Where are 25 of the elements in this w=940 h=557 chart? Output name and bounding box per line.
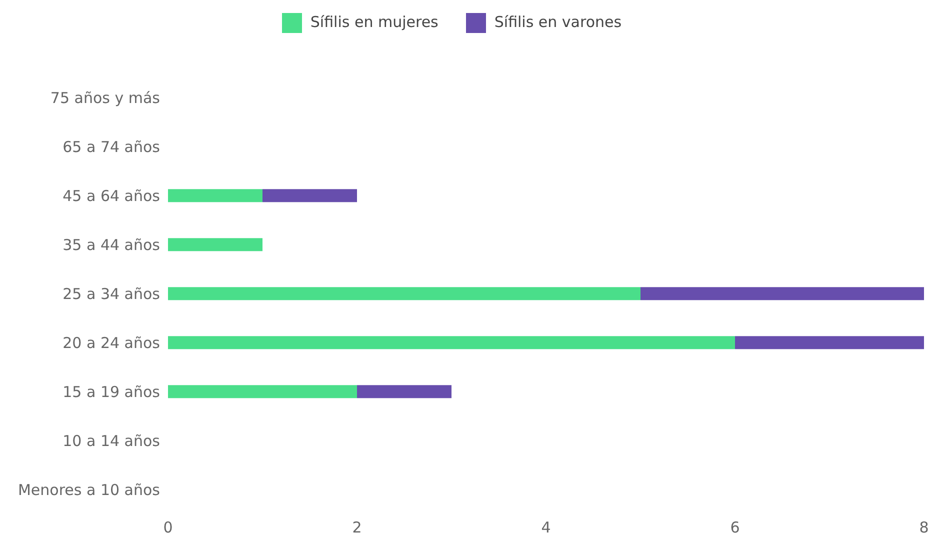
bar bbox=[168, 336, 735, 350]
bar bbox=[640, 287, 924, 300]
y-tick-label: 10 a 14 años bbox=[62, 432, 160, 450]
legend-label: Sífilis en varones bbox=[494, 13, 622, 32]
y-tick-label: 25 a 34 años bbox=[62, 284, 160, 303]
legend-label: Sífilis en mujeres bbox=[310, 13, 438, 32]
y-tick-label: 20 a 24 años bbox=[62, 334, 160, 352]
y-tick-label: 75 años y más bbox=[50, 88, 160, 107]
x-tick-label: 0 bbox=[163, 518, 173, 537]
x-tick-label: 8 bbox=[919, 518, 929, 537]
x-tick-label: 6 bbox=[730, 518, 740, 537]
bar bbox=[735, 336, 924, 350]
y-tick-label: 65 a 74 años bbox=[62, 138, 160, 156]
bar bbox=[262, 189, 357, 202]
x-tick-label: 2 bbox=[352, 518, 362, 537]
y-tick-label: Menores a 10 años bbox=[18, 480, 160, 499]
y-tick-label: 45 a 64 años bbox=[62, 186, 160, 205]
bar bbox=[168, 385, 357, 398]
y-tick-label: 15 a 19 años bbox=[62, 382, 160, 401]
bar bbox=[168, 238, 262, 252]
bar bbox=[168, 189, 262, 202]
y-tick-label: 35 a 44 años bbox=[62, 236, 160, 254]
bar bbox=[357, 385, 452, 398]
x-tick-label: 4 bbox=[541, 518, 551, 537]
bar bbox=[168, 287, 640, 300]
